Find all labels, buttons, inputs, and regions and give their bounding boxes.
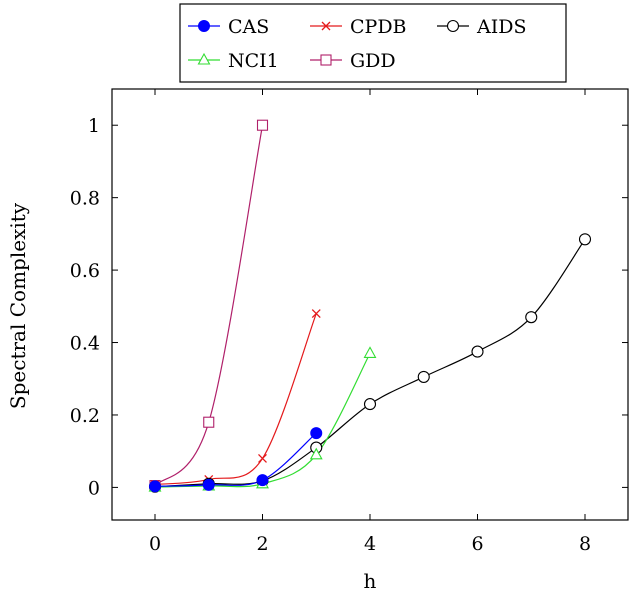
point-aids xyxy=(417,370,430,383)
series-line-cas xyxy=(154,432,317,487)
x-tick-label: 0 xyxy=(149,533,161,555)
legend-label-nci1: NCI1 xyxy=(228,50,279,72)
markers-cpdb xyxy=(150,309,321,489)
markers-aids xyxy=(148,233,592,493)
markers-cas xyxy=(149,427,323,493)
y-axis-title: Spectral Complexity xyxy=(6,202,30,409)
series-line-gdd xyxy=(154,125,264,487)
y-tick-label: 1 xyxy=(88,115,100,137)
series-aids xyxy=(154,238,586,488)
legend: CAS CPDB AIDS NCI1 GDD xyxy=(179,3,567,83)
series-line-nci1 xyxy=(154,353,371,488)
markers-nci1 xyxy=(148,346,377,492)
legend-label-aids: AIDS xyxy=(476,16,526,38)
point-cas xyxy=(202,478,215,491)
legend-item-cas: CAS xyxy=(188,16,269,38)
point-cpdb xyxy=(258,453,267,463)
point-aids xyxy=(363,398,377,411)
legend-box xyxy=(179,3,567,83)
x-axis-title: h xyxy=(364,569,377,591)
legend-item-nci1: NCI1 xyxy=(188,50,279,72)
point-cas xyxy=(149,480,161,493)
legend-marker-gdd xyxy=(320,54,332,66)
plot-frame xyxy=(111,88,629,521)
legend-label-cas: CAS xyxy=(228,16,269,38)
point-gdd xyxy=(203,416,215,428)
point-nci1 xyxy=(363,346,377,358)
legend-marker-cpdb xyxy=(321,21,331,31)
legend-marker-aids xyxy=(446,19,460,33)
plot-layer: 0 2 4 6 8 0 0.2 0.4 0.6 0.8 1 xyxy=(70,88,629,555)
point-aids xyxy=(471,345,484,358)
legend-label-gdd: GDD xyxy=(350,50,396,72)
legend-marker-nci1 xyxy=(197,52,211,65)
series-line-aids xyxy=(154,238,586,488)
series-gdd xyxy=(154,125,264,487)
point-aids xyxy=(525,311,538,324)
legend-item-cpdb: CPDB xyxy=(310,16,407,38)
point-aids xyxy=(578,233,592,246)
series-cas xyxy=(154,432,317,487)
y-tick-label: 0.2 xyxy=(70,405,100,427)
x-tick-label: 2 xyxy=(256,533,268,555)
legend-item-aids: AIDS xyxy=(437,16,526,38)
point-gdd xyxy=(256,119,269,131)
y-tick-label: 0.8 xyxy=(70,188,100,210)
markers-gdd xyxy=(149,119,269,492)
y-tick-label: 0.6 xyxy=(70,260,100,282)
point-nci1 xyxy=(309,447,323,460)
point-cpdb xyxy=(311,309,321,319)
x-tick-label: 4 xyxy=(364,533,376,555)
series-line-cpdb xyxy=(154,313,317,486)
legend-marker-cas xyxy=(198,20,210,32)
series-cpdb xyxy=(154,313,317,486)
series-nci1 xyxy=(154,353,371,488)
point-cas xyxy=(310,427,323,440)
legend-label-cpdb: CPDB xyxy=(350,16,407,38)
x-tick-label: 8 xyxy=(579,533,591,555)
y-tick-label: 0.4 xyxy=(70,333,100,355)
point-cas xyxy=(256,474,269,487)
x-tick-label: 6 xyxy=(471,533,483,555)
y-tick-label: 0 xyxy=(88,477,100,499)
legend-item-gdd: GDD xyxy=(310,50,396,72)
